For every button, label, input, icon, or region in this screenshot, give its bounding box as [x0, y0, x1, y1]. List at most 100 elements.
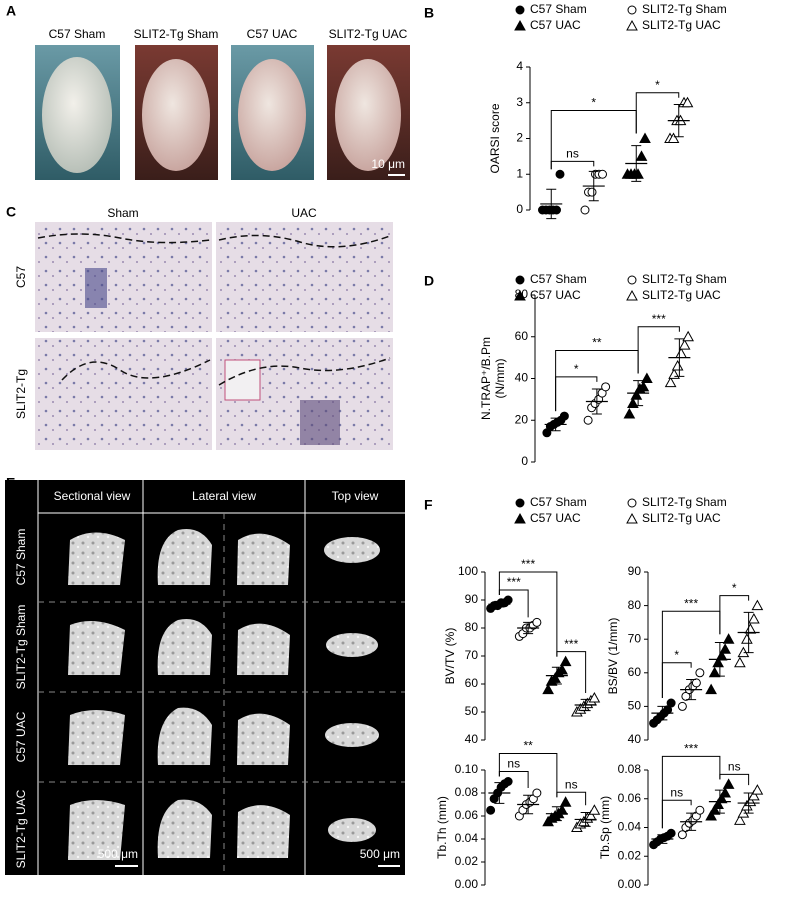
y-tick-label: 0.08	[618, 762, 642, 776]
data-point	[708, 804, 721, 815]
legend-label: C57 UAC	[530, 288, 581, 302]
error-bar	[494, 782, 505, 804]
row-label: C57 UAC	[14, 711, 28, 762]
y-tick-label: 0.00	[455, 877, 479, 891]
significance-label: *	[674, 648, 679, 662]
legend-label: C57 UAC	[530, 511, 581, 525]
data-point	[734, 814, 746, 825]
photo-label: SLIT2-Tg UAC	[329, 27, 408, 41]
data-point	[583, 415, 593, 425]
data-point	[695, 668, 705, 678]
data-point	[627, 397, 639, 409]
error-bar	[494, 600, 505, 608]
significance-label: *	[655, 78, 660, 92]
y-axis-label: (N/mm)	[493, 359, 507, 399]
photo-label: C57 UAC	[247, 27, 298, 41]
data-point	[748, 789, 760, 801]
legend-marker	[514, 289, 526, 301]
y-tick-label: 60	[465, 676, 479, 690]
y-axis-label: Tb.Th (mm)	[435, 796, 449, 859]
data-point	[598, 169, 607, 179]
data-point	[678, 339, 691, 350]
error-bar	[633, 380, 644, 407]
y-tick-label: 0.04	[618, 820, 642, 834]
significance-label: ***	[684, 742, 698, 756]
y-tick-label: 0	[516, 202, 523, 216]
data-point	[503, 595, 513, 605]
data-point	[708, 666, 721, 678]
data-point	[555, 169, 565, 179]
significance-label: *	[732, 581, 737, 595]
data-point	[587, 187, 597, 197]
y-tick-label: 0.00	[618, 877, 642, 891]
legend-marker	[626, 512, 638, 524]
data-point	[580, 205, 590, 215]
row-label: SLIT2-Tg Sham	[14, 605, 28, 690]
y-tick-label: 80	[628, 598, 642, 612]
data-point	[712, 798, 724, 809]
significance-bracket	[556, 651, 587, 693]
y-tick-label: 40	[465, 732, 479, 746]
column-label: Sham	[107, 206, 138, 220]
y-tick-label: 0.06	[455, 808, 479, 822]
panel-a-photos	[35, 45, 410, 180]
data-point	[712, 656, 724, 668]
error-bar	[743, 792, 754, 814]
legend-marker	[626, 19, 638, 31]
row-label: SLIT2-Tg	[14, 369, 28, 419]
data-point	[630, 389, 643, 400]
data-point	[722, 633, 735, 644]
y-axis-label: N.TRAP⁺/B.Pm	[479, 337, 493, 420]
data-point	[549, 672, 561, 683]
data-point	[668, 368, 680, 379]
significance-label: ***	[652, 312, 666, 326]
significance-label: ***	[521, 557, 535, 571]
legend-marker	[515, 498, 525, 508]
error-bar	[551, 666, 562, 685]
significance-label: ns	[565, 777, 578, 791]
y-tick-label: 0.02	[618, 848, 642, 862]
legend-label: SLIT2-Tg UAC	[642, 511, 721, 525]
error-bar	[673, 104, 684, 138]
row-label: C57	[14, 266, 28, 288]
photo-label: SLIT2-Tg Sham	[134, 27, 219, 41]
significance-label: ***	[684, 596, 698, 610]
significance-label: ns	[670, 785, 683, 799]
data-point	[751, 599, 764, 611]
significance-bracket	[719, 773, 750, 786]
error-bar	[674, 338, 685, 377]
error-bar	[550, 417, 561, 432]
panel-label: E	[6, 475, 15, 491]
error-bar	[588, 170, 599, 202]
y-tick-label: 0.10	[455, 762, 479, 776]
error-bar	[743, 611, 754, 654]
y-tick-label: 40	[515, 371, 529, 385]
legend-label: SLIT2-Tg UAC	[642, 288, 721, 302]
data-point	[705, 809, 717, 821]
data-point	[677, 701, 687, 711]
column-label: Top view	[332, 489, 379, 503]
y-tick-label: 90	[628, 564, 642, 578]
y-tick-label: 50	[465, 704, 479, 718]
significance-label: ns	[566, 147, 579, 161]
significance-label: ns	[728, 760, 741, 774]
data-point	[559, 796, 572, 807]
data-point	[705, 683, 717, 695]
y-tick-label: 3	[516, 95, 523, 109]
error-bar	[686, 812, 697, 831]
y-tick-label: 70	[628, 631, 642, 645]
legend-marker	[515, 275, 525, 285]
significance-label: ***	[564, 637, 578, 651]
data-point	[588, 804, 601, 815]
legend-marker	[514, 512, 526, 524]
significance-bracket	[498, 753, 558, 798]
significance-bracket	[550, 160, 595, 170]
significance-label: ns	[507, 757, 520, 771]
data-point	[542, 683, 554, 695]
legend-marker	[627, 5, 637, 15]
y-axis-label: BS/BV (1/mm)	[606, 618, 620, 695]
data-point	[677, 830, 687, 840]
data-point	[744, 623, 757, 634]
data-point	[751, 784, 764, 795]
y-axis-label: Tb.Sp (mm)	[598, 796, 612, 859]
